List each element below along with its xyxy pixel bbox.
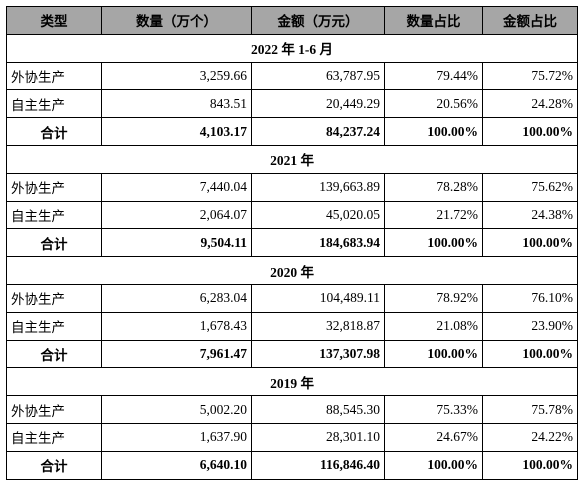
amount-cell: 20,449.29: [251, 89, 385, 119]
amount-pct-cell: 75.72%: [482, 61, 578, 91]
section-title-row: 2020 年: [6, 256, 578, 285]
qty-cell: 1,637.90: [101, 422, 252, 452]
total-row: 合计 6,640.10 116,846.40 100.00% 100.00%: [6, 450, 578, 480]
qty-pct-cell: 100.00%: [384, 450, 483, 480]
section-title-row: 2021 年: [6, 144, 578, 174]
amount-cell: 84,237.24: [251, 117, 385, 146]
header-amount: 金额（万元）: [251, 6, 385, 35]
type-cell: 合计: [6, 228, 102, 258]
qty-pct-cell: 24.67%: [384, 422, 483, 452]
qty-pct-cell: 21.08%: [384, 311, 483, 341]
type-cell: 合计: [6, 117, 102, 146]
amount-pct-cell: 24.28%: [482, 89, 578, 119]
qty-cell: 1,678.43: [101, 311, 252, 341]
amount-pct-cell: 76.10%: [482, 283, 578, 313]
type-cell: 外协生产: [6, 283, 102, 313]
qty-cell: 843.51: [101, 89, 252, 119]
qty-pct-cell: 20.56%: [384, 89, 483, 119]
amount-pct-cell: 24.22%: [482, 422, 578, 452]
section-title-row: 2022 年 1-6 月: [6, 33, 578, 63]
amount-cell: 32,818.87: [251, 311, 385, 341]
type-cell: 自主生产: [6, 422, 102, 452]
amount-pct-cell: 100.00%: [482, 339, 578, 369]
qty-pct-cell: 100.00%: [384, 117, 483, 146]
type-cell: 外协生产: [6, 172, 102, 202]
table-row: 自主生产 843.51 20,449.29 20.56% 24.28%: [6, 89, 578, 119]
amount-pct-cell: 100.00%: [482, 228, 578, 258]
qty-pct-cell: 100.00%: [384, 339, 483, 369]
type-cell: 合计: [6, 339, 102, 369]
qty-pct-cell: 79.44%: [384, 61, 483, 91]
amount-pct-cell: 75.78%: [482, 395, 578, 424]
qty-cell: 7,440.04: [101, 172, 252, 202]
qty-cell: 4,103.17: [101, 117, 252, 146]
amount-pct-cell: 23.90%: [482, 311, 578, 341]
section-title: 2021 年: [6, 144, 578, 174]
table-row: 外协生产 7,440.04 139,663.89 78.28% 75.62%: [6, 172, 578, 202]
amount-cell: 88,545.30: [251, 395, 385, 424]
amount-cell: 45,020.05: [251, 200, 385, 230]
amount-cell: 116,846.40: [251, 450, 385, 480]
header-amount-pct: 金额占比: [482, 6, 578, 35]
qty-pct-cell: 78.28%: [384, 172, 483, 202]
amount-cell: 184,683.94: [251, 228, 385, 258]
type-cell: 自主生产: [6, 200, 102, 230]
amount-pct-cell: 24.38%: [482, 200, 578, 230]
qty-cell: 5,002.20: [101, 395, 252, 424]
production-table: 类型 数量（万个） 金额（万元） 数量占比 金额占比 2022 年 1-6 月外…: [6, 6, 578, 480]
table-row: 外协生产 6,283.04 104,489.11 78.92% 76.10%: [6, 283, 578, 313]
qty-pct-cell: 75.33%: [384, 395, 483, 424]
qty-pct-cell: 78.92%: [384, 283, 483, 313]
amount-cell: 28,301.10: [251, 422, 385, 452]
qty-pct-cell: 21.72%: [384, 200, 483, 230]
type-cell: 自主生产: [6, 89, 102, 119]
qty-cell: 9,504.11: [101, 228, 252, 258]
qty-cell: 7,961.47: [101, 339, 252, 369]
amount-cell: 137,307.98: [251, 339, 385, 369]
section-title-row: 2019 年: [6, 367, 578, 397]
type-cell: 自主生产: [6, 311, 102, 341]
section-title: 2019 年: [6, 367, 578, 397]
header-row: 类型 数量（万个） 金额（万元） 数量占比 金额占比: [6, 6, 578, 35]
table-row: 自主生产 1,678.43 32,818.87 21.08% 23.90%: [6, 311, 578, 341]
total-row: 合计 9,504.11 184,683.94 100.00% 100.00%: [6, 228, 578, 258]
header-qty-pct: 数量占比: [384, 6, 483, 35]
table-row: 自主生产 2,064.07 45,020.05 21.72% 24.38%: [6, 200, 578, 230]
table-row: 外协生产 5,002.20 88,545.30 75.33% 75.78%: [6, 395, 578, 424]
qty-pct-cell: 100.00%: [384, 228, 483, 258]
amount-pct-cell: 100.00%: [482, 117, 578, 146]
table-row: 自主生产 1,637.90 28,301.10 24.67% 24.22%: [6, 422, 578, 452]
section-title: 2022 年 1-6 月: [6, 33, 578, 63]
table-row: 外协生产 3,259.66 63,787.95 79.44% 75.72%: [6, 61, 578, 91]
amount-cell: 63,787.95: [251, 61, 385, 91]
header-type: 类型: [6, 6, 102, 35]
watermark: · · · ·: [20, 432, 66, 448]
header-qty: 数量（万个）: [101, 6, 252, 35]
type-cell: 外协生产: [6, 395, 102, 424]
table-body: 2022 年 1-6 月外协生产 3,259.66 63,787.95 79.44% 7…: [6, 33, 578, 480]
qty-cell: 2,064.07: [101, 200, 252, 230]
amount-pct-cell: 100.00%: [482, 450, 578, 480]
amount-cell: 139,663.89: [251, 172, 385, 202]
amount-pct-cell: 75.62%: [482, 172, 578, 202]
type-cell: 外协生产: [6, 61, 102, 91]
qty-cell: 6,640.10: [101, 450, 252, 480]
amount-cell: 104,489.11: [251, 283, 385, 313]
qty-cell: 6,283.04: [101, 283, 252, 313]
total-row: 合计 7,961.47 137,307.98 100.00% 100.00%: [6, 339, 578, 369]
total-row: 合计 4,103.17 84,237.24 100.00% 100.00%: [6, 117, 578, 146]
type-cell: 合计: [6, 450, 102, 480]
qty-cell: 3,259.66: [101, 61, 252, 91]
section-title: 2020 年: [6, 256, 578, 285]
